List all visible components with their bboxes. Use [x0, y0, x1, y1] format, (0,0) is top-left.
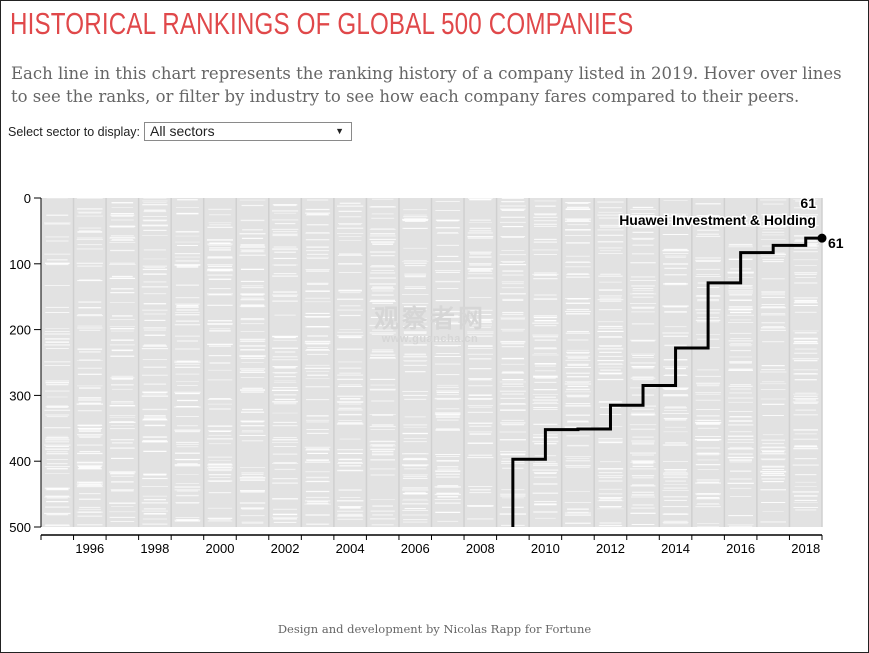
year-band — [239, 198, 270, 527]
x-tick-label: 2014 — [661, 541, 690, 556]
year-band — [597, 198, 628, 527]
year-band — [109, 198, 140, 527]
page-title: HISTORICAL RANKINGS OF GLOBAL 500 COMPAN… — [10, 6, 634, 41]
year-band — [271, 198, 303, 527]
sector-filter-label: Select sector to display: — [8, 124, 141, 139]
rank-history-chart: 0 100 200 300 400 500 1996 1998 2000 2002 2004 2006… — [9, 191, 844, 556]
year-band — [304, 198, 335, 527]
year-band — [532, 198, 563, 527]
y-tick-label: 400 — [9, 454, 31, 469]
y-tick-label: 300 — [9, 388, 31, 403]
year-band — [694, 198, 726, 528]
company-name-label: Huawei Investment & Holding — [619, 212, 816, 228]
x-tick-label: 2004 — [336, 541, 365, 556]
year-band — [174, 198, 205, 527]
x-tick-label: 2018 — [791, 541, 820, 556]
y-tick-label: 200 — [9, 323, 31, 338]
year-band — [76, 197, 107, 527]
sector-select[interactable]: All sectors ▼ — [144, 122, 353, 141]
year-band — [369, 198, 400, 527]
huawei-end-point — [817, 233, 827, 243]
y-tick-label: 100 — [9, 257, 31, 272]
year-band — [401, 198, 433, 527]
credit-footer: Design and development by Nicolas Rapp f… — [277, 622, 592, 636]
axes: 0 100 200 300 400 500 1996 1998 2000 2002 2004 2006… — [9, 191, 823, 556]
sector-select-value: All sectors — [150, 123, 215, 139]
x-tick-label: 1996 — [75, 541, 104, 556]
year-band — [467, 197, 498, 527]
hover-rank-label: 61 — [800, 195, 816, 211]
x-tick-label: 2000 — [206, 541, 235, 556]
x-tick-label: 2012 — [596, 541, 625, 556]
y-tick-label: 0 — [24, 191, 31, 206]
x-tick-label: 2010 — [531, 541, 560, 556]
dropdown-arrow-icon: ▼ — [335, 126, 345, 136]
y-tick-label: 500 — [9, 520, 31, 535]
year-band — [564, 198, 595, 527]
year-band — [206, 198, 237, 527]
x-tick-label: 2008 — [466, 541, 495, 556]
sector-filter: Select sector to display: All sectors ▼ — [8, 122, 353, 141]
year-band — [141, 197, 172, 527]
year-band — [44, 197, 75, 527]
x-tick-label: 2016 — [726, 541, 755, 556]
year-band — [792, 198, 823, 527]
x-tick-label: 2002 — [271, 541, 300, 556]
year-band — [336, 198, 368, 527]
x-tick-label: 2006 — [401, 541, 430, 556]
year-band — [629, 198, 661, 527]
huawei-rank-line — [511, 236, 822, 527]
x-tick-label: 1998 — [140, 541, 169, 556]
intro-text: Each line in this chart represents the r… — [11, 64, 842, 106]
rank-background-grid — [41, 197, 823, 528]
end-rank-label: 61 — [828, 235, 844, 251]
year-band — [759, 198, 791, 527]
year-band — [434, 198, 465, 527]
